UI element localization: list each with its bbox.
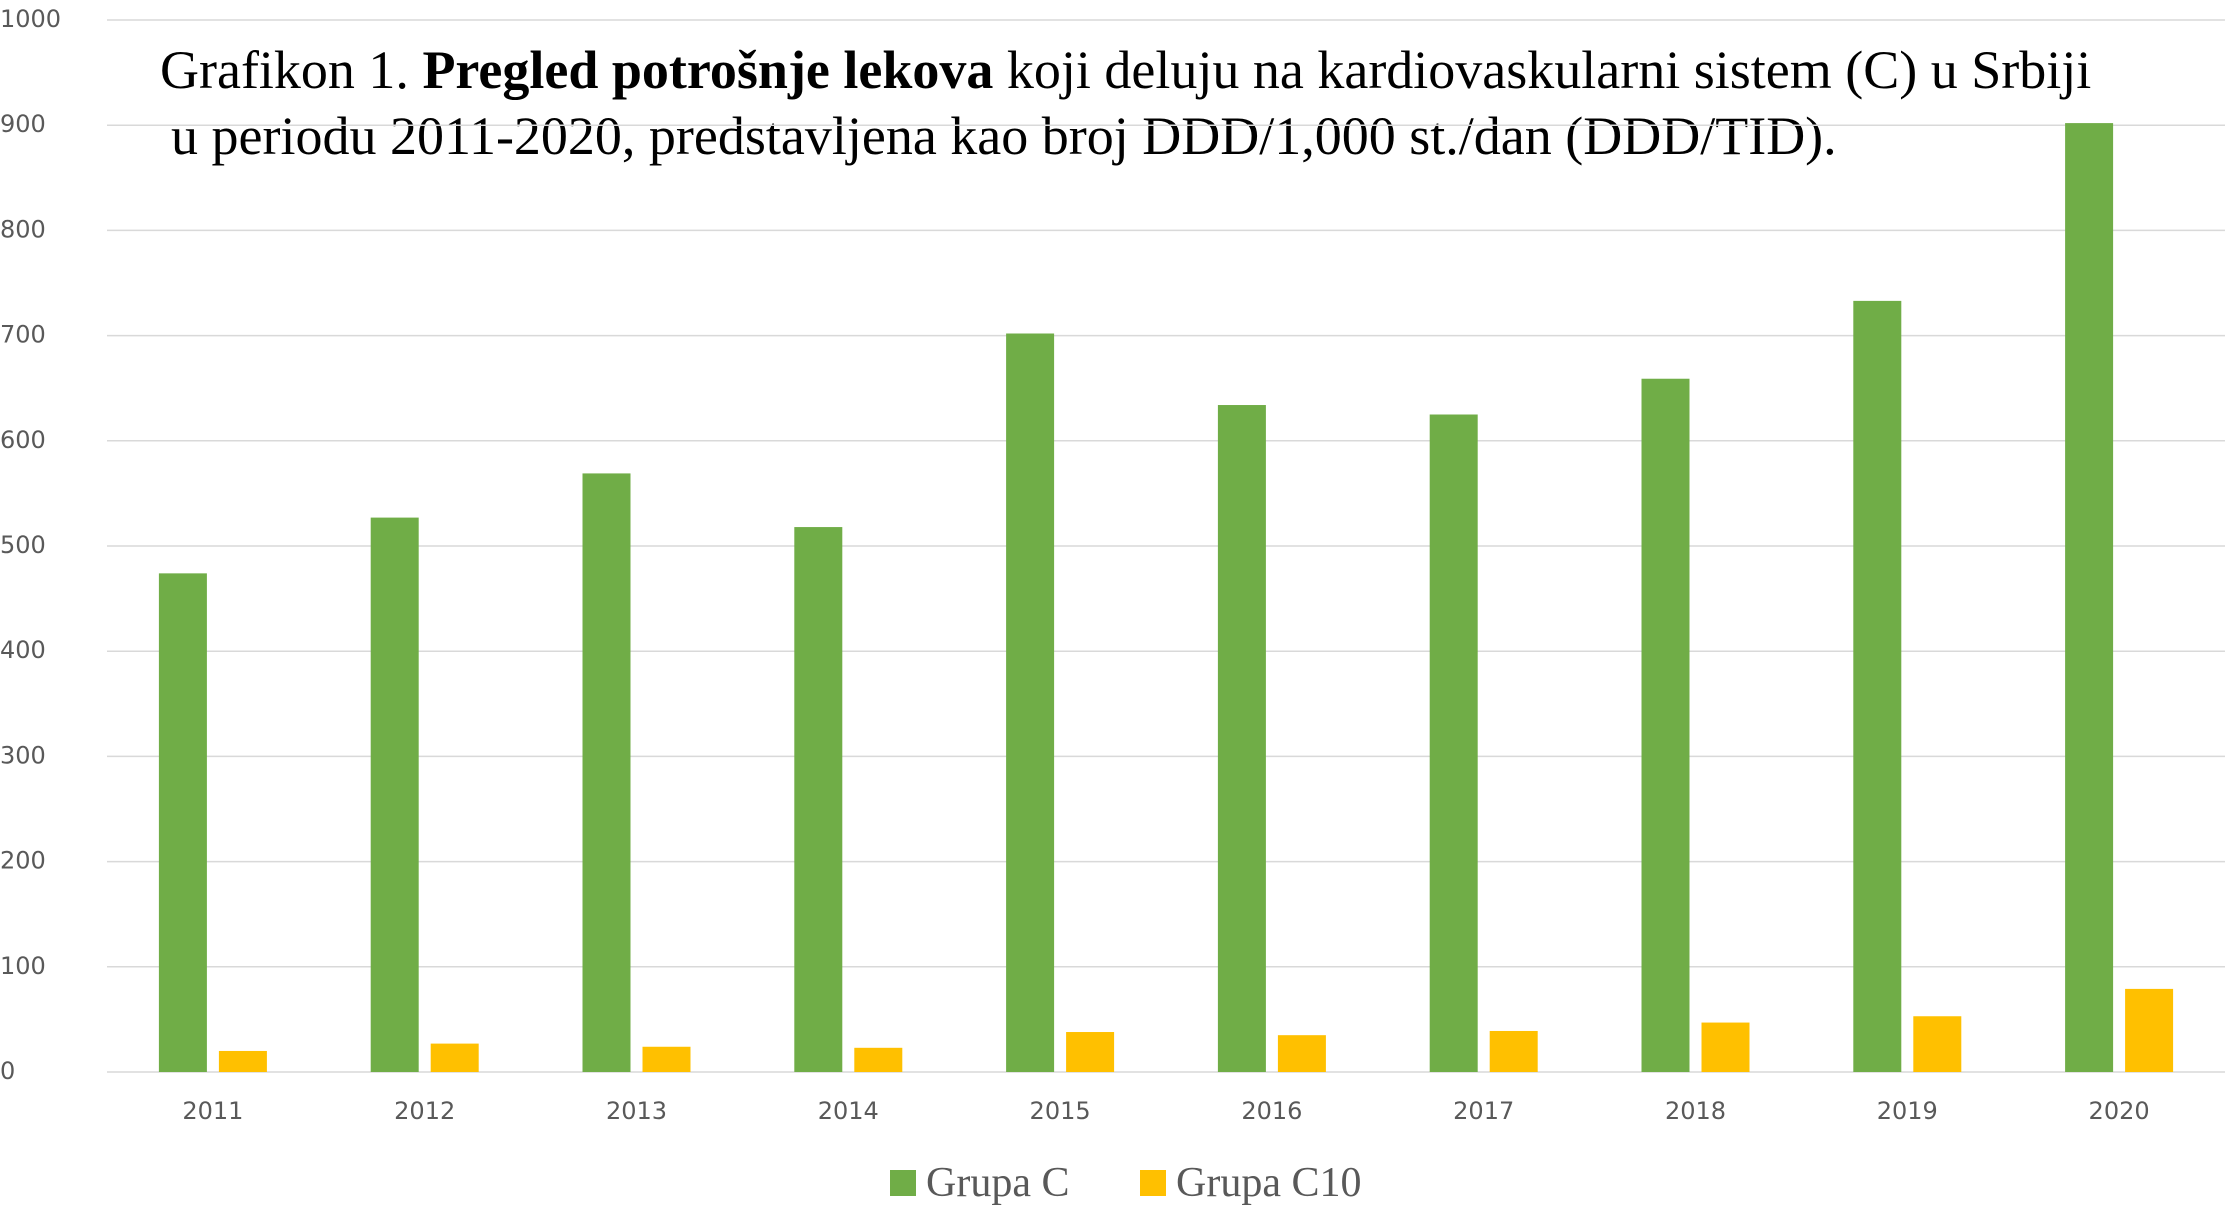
y-tick-label: 500	[0, 531, 46, 559]
bar	[854, 1047, 903, 1072]
title-part: Pregled potrošnje lekova	[422, 40, 993, 100]
x-tick-label: 2014	[818, 1097, 879, 1125]
bar	[1277, 1035, 1326, 1072]
legend-swatch	[1140, 1170, 1166, 1196]
title-part: Grafikon 1.	[160, 40, 422, 100]
y-tick-label: 1000	[0, 5, 61, 33]
y-tick-label: 600	[0, 426, 46, 454]
y-tick-label: 200	[0, 847, 46, 875]
y-tick-label: 700	[0, 321, 46, 349]
chart-title: Grafikon 1. Pregled potrošnje lekova koj…	[160, 40, 2091, 100]
legend-label: Grupa C	[926, 1160, 1069, 1205]
bar	[642, 1046, 691, 1072]
bar	[158, 573, 207, 1072]
chart-title-line2: u periodu 2011-2020, predstavljena kao b…	[171, 106, 1837, 166]
bar	[1066, 1032, 1115, 1072]
bar	[1217, 405, 1266, 1073]
bar	[582, 473, 631, 1072]
y-tick-label: 0	[0, 1057, 15, 1085]
x-tick-label: 2016	[1241, 1097, 1302, 1125]
title-part: koji deluju na kardiovaskularni sistem (…	[993, 40, 2091, 100]
y-tick-label: 800	[0, 215, 46, 243]
bar	[218, 1050, 267, 1072]
legend-label: Grupa C10	[1176, 1160, 1361, 1205]
bar	[1006, 333, 1055, 1073]
y-tick-label: 400	[0, 636, 46, 664]
x-tick-label: 2011	[182, 1097, 243, 1125]
bar	[1913, 1016, 1962, 1072]
x-tick-label: 2017	[1453, 1097, 1514, 1125]
x-tick-label: 2018	[1665, 1097, 1726, 1125]
bar	[1641, 378, 1690, 1072]
bar	[794, 527, 843, 1072]
y-tick-label: 900	[0, 110, 46, 138]
x-tick-label: 2019	[1877, 1097, 1938, 1125]
y-tick-label: 300	[0, 741, 46, 769]
bar	[370, 517, 419, 1072]
bar	[2125, 988, 2174, 1072]
y-tick-label: 100	[0, 952, 46, 980]
x-tick-label: 2012	[394, 1097, 455, 1125]
bar	[1853, 300, 1902, 1072]
x-tick-label: 2015	[1030, 1097, 1091, 1125]
x-tick-label: 2013	[606, 1097, 667, 1125]
bar	[2065, 123, 2114, 1072]
bar	[430, 1043, 479, 1072]
legend-swatch	[890, 1170, 916, 1196]
x-tick-label: 2020	[2089, 1097, 2150, 1125]
bar	[1429, 414, 1478, 1072]
bar	[1489, 1030, 1538, 1072]
bar	[1701, 1022, 1750, 1072]
